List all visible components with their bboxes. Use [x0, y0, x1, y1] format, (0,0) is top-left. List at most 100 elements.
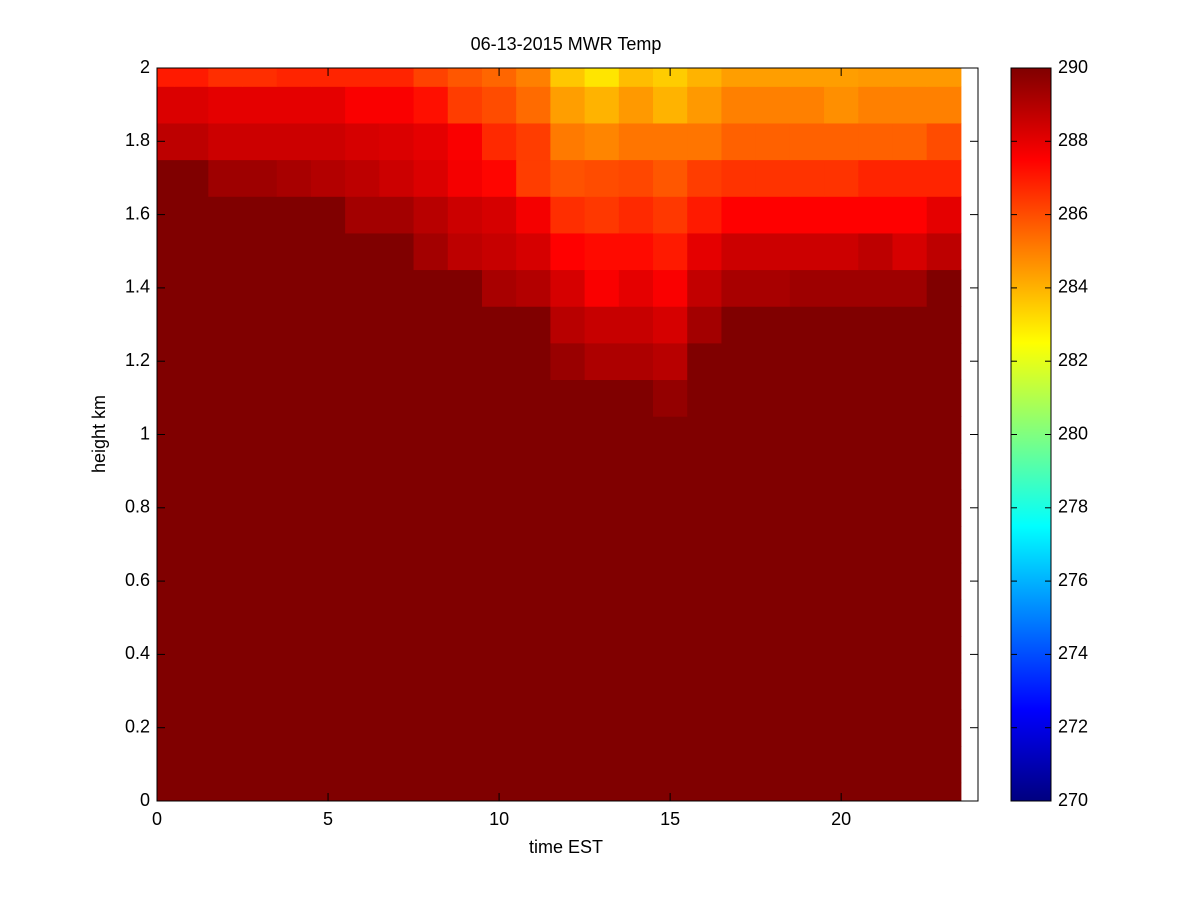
heatmap-cell [653, 416, 688, 454]
heatmap-cell [157, 709, 175, 747]
heatmap-cell [653, 746, 688, 784]
heatmap-cell [721, 306, 757, 344]
heatmap-cell [208, 196, 244, 234]
heatmap-cell [157, 746, 175, 784]
heatmap-cell [481, 306, 517, 344]
heatmap-cell [447, 232, 483, 271]
heatmap-cell [516, 269, 551, 307]
heatmap-cell [584, 636, 620, 674]
heatmap-cell [447, 196, 483, 234]
heatmap-cell [379, 232, 415, 271]
heatmap-cell [345, 746, 380, 784]
heatmap-cell [926, 746, 962, 784]
heatmap-cell [618, 636, 654, 674]
heatmap-cell [242, 489, 278, 527]
heatmap-cell [824, 86, 859, 124]
heatmap-cell [208, 599, 244, 637]
heatmap-cell [447, 636, 483, 674]
heatmap-cell [858, 416, 893, 454]
heatmap-cell [926, 599, 962, 637]
heatmap-cell [824, 636, 859, 674]
heatmap-cell [892, 159, 928, 197]
heatmap-cell [789, 782, 825, 801]
heatmap-cell [858, 379, 893, 417]
heatmap-cell [447, 68, 483, 87]
heatmap-cell [755, 746, 791, 784]
heatmap-cell [345, 672, 380, 710]
heatmap-cell [157, 269, 175, 307]
heatmap-cell [721, 86, 757, 124]
heatmap-cell [789, 636, 825, 674]
heatmap-cell [413, 379, 449, 417]
heatmap-cell [174, 86, 209, 124]
heatmap-cell [721, 452, 757, 490]
heatmap-cell [516, 196, 551, 234]
heatmap-cell [174, 672, 209, 710]
heatmap-cell [550, 342, 586, 381]
heatmap-cell [413, 306, 449, 344]
heatmap-cell [413, 196, 449, 234]
heatmap-cell [858, 489, 893, 527]
heatmap-cell [208, 672, 244, 710]
colorbar-tick-label: 272 [1058, 716, 1088, 736]
heatmap-cell [413, 672, 449, 710]
heatmap-cell [516, 599, 551, 637]
heatmap-cell [721, 636, 757, 674]
heatmap-cell [858, 159, 893, 197]
heatmap-cell [858, 122, 893, 161]
heatmap-cell [858, 196, 893, 234]
heatmap-cell [584, 196, 620, 234]
heatmap-cell [481, 232, 517, 271]
heatmap-cell [413, 489, 449, 527]
heatmap-cell [687, 599, 722, 637]
heatmap-cell [858, 306, 893, 344]
heatmap-cell [755, 526, 791, 564]
heatmap-cell [310, 379, 346, 417]
heatmap-cell [379, 122, 415, 161]
heatmap-cell [208, 746, 244, 784]
heatmap-cell [824, 526, 859, 564]
heatmap-cell [721, 526, 757, 564]
heatmap-cell [721, 709, 757, 747]
heatmap-cell [413, 122, 449, 161]
heatmap-cell [824, 672, 859, 710]
heatmap-cell [413, 562, 449, 600]
heatmap-cell [653, 636, 688, 674]
heatmap-cell [687, 416, 722, 454]
heatmap-cell [310, 782, 346, 801]
heatmap-cell [653, 452, 688, 490]
heatmap-cell [824, 562, 859, 600]
heatmap-cell [157, 68, 175, 87]
heatmap-cell [755, 416, 791, 454]
colorbar-tick-label: 270 [1058, 790, 1088, 810]
heatmap-cell [789, 526, 825, 564]
heatmap-cell [892, 562, 928, 600]
heatmap-cell [413, 746, 449, 784]
heatmap-cell [789, 672, 825, 710]
heatmap-cell [379, 709, 415, 747]
heatmap-cell [208, 269, 244, 307]
heatmap-cell [755, 232, 791, 271]
heatmap-cell [789, 416, 825, 454]
heatmap-cell [926, 306, 962, 344]
heatmap-cell [926, 232, 962, 271]
heatmap-cell [653, 672, 688, 710]
heatmap-cell [276, 196, 312, 234]
heatmap-cell [174, 636, 209, 674]
heatmap-cell [789, 709, 825, 747]
heatmap-cell [174, 452, 209, 490]
heatmap-cell [208, 342, 244, 381]
heatmap-cell [584, 342, 620, 381]
colorbar-tick-label: 280 [1058, 423, 1088, 443]
heatmap-cell [310, 196, 346, 234]
heatmap-cell [550, 196, 586, 234]
heatmap-cell [276, 562, 312, 600]
heatmap-cell [721, 562, 757, 600]
heatmap-cell [447, 489, 483, 527]
heatmap-cell [345, 269, 380, 307]
heatmap-cell [447, 782, 483, 801]
heatmap-cell [653, 196, 688, 234]
heatmap-cell [310, 526, 346, 564]
heatmap-cell [653, 599, 688, 637]
heatmap-cell [687, 562, 722, 600]
